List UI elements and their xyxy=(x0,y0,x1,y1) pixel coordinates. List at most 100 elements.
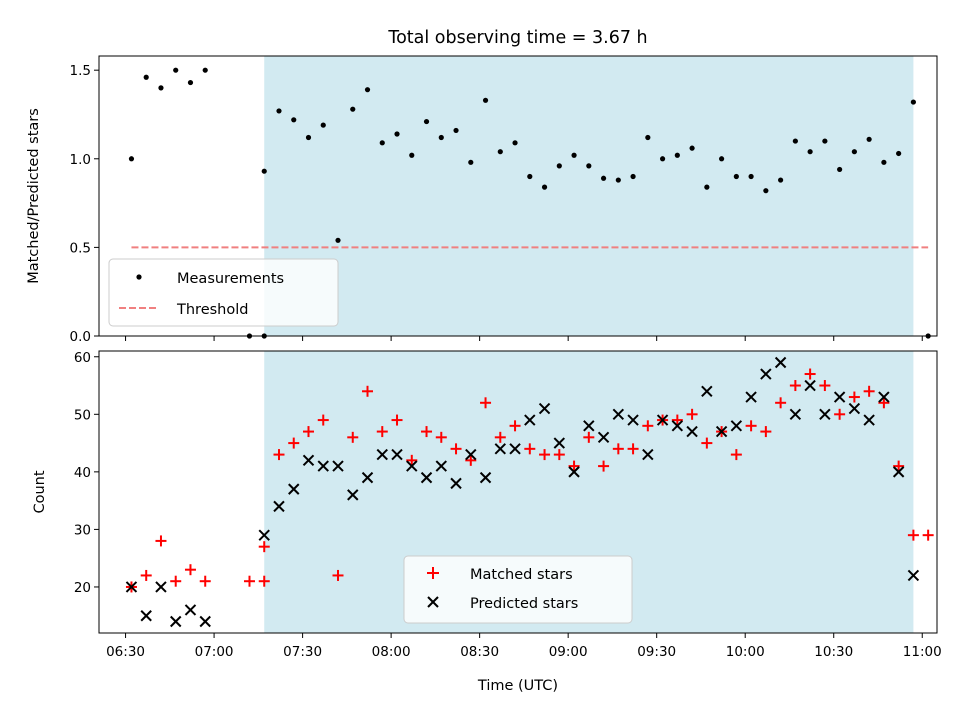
measurement-point xyxy=(792,138,798,144)
count-y-tick-label: 40 xyxy=(74,465,91,481)
matched-star-point xyxy=(332,569,344,581)
legend-threshold-label: Threshold xyxy=(176,302,248,318)
predicted-star-point xyxy=(627,414,639,426)
predicted-star-point xyxy=(332,460,344,472)
matched-star-point xyxy=(258,575,270,587)
predicted-star-point xyxy=(878,391,890,403)
matched-star-point xyxy=(347,431,359,443)
ratio-y-axis-label: Matched/Predicted stars xyxy=(26,108,42,284)
count-y-ticks: 20 30 40 50 60 xyxy=(74,350,99,596)
measurement-point xyxy=(556,163,562,169)
measurement-point xyxy=(394,131,400,137)
matched-star-point xyxy=(907,529,919,541)
ratio-legend-box xyxy=(108,258,339,327)
time-x-tick-label: 10:00 xyxy=(726,644,765,660)
predicted-star-point xyxy=(199,615,211,628)
count-panel: 20 30 40 50 60 06:30 07:00 07:30 08:00 08:30 09:0… xyxy=(32,350,942,694)
matched-star-point xyxy=(435,431,447,443)
predicted-star-point xyxy=(376,448,388,461)
predicted-star-point xyxy=(863,414,875,426)
ratio-x-ticks xyxy=(125,336,923,341)
matched-star-point xyxy=(834,408,846,420)
predicted-star-point xyxy=(258,529,270,541)
ratio-y-tick-label: 1.0 xyxy=(70,152,91,168)
measurement-point xyxy=(837,166,843,173)
predicted-star-point xyxy=(288,483,300,495)
predicted-star-point xyxy=(892,466,905,478)
predicted-star-point xyxy=(406,460,418,472)
measurement-point xyxy=(600,175,607,181)
measurement-point xyxy=(143,74,149,80)
time-x-tick-label: 06:30 xyxy=(106,644,145,660)
matched-star-point xyxy=(317,414,329,426)
ratio-legend: Measurements Threshold xyxy=(108,258,339,327)
matched-star-point xyxy=(627,443,639,455)
predicted-star-point xyxy=(170,615,182,628)
legend-predicted-label: Predicted stars xyxy=(470,596,578,612)
ratio-y-tick-label: 0.0 xyxy=(70,329,91,345)
matched-star-point xyxy=(701,437,713,449)
matched-star-point xyxy=(170,575,182,587)
measurement-point xyxy=(305,134,312,141)
predicted-star-point xyxy=(302,454,315,467)
predicted-star-point xyxy=(583,420,595,432)
predicted-star-point xyxy=(273,500,285,513)
matched-star-point xyxy=(509,420,521,432)
matched-star-point xyxy=(391,414,403,426)
observing-window-shade xyxy=(264,56,914,336)
predicted-star-point xyxy=(479,471,492,484)
predicted-star-point xyxy=(848,402,861,415)
predicted-star-point xyxy=(317,460,329,472)
matched-star-point xyxy=(480,397,492,409)
matched-star-point xyxy=(730,449,742,461)
matched-star-point xyxy=(878,397,890,409)
chart-title: Total observing time = 3.67 h xyxy=(387,28,647,48)
predicted-star-point xyxy=(656,414,669,426)
predicted-star-point xyxy=(642,448,654,461)
predicted-star-point xyxy=(155,581,167,593)
matched-star-point xyxy=(362,385,374,397)
matched-star-point xyxy=(760,426,772,438)
matched-star-point xyxy=(819,380,831,392)
matched-star-point xyxy=(155,535,167,547)
measurement-point xyxy=(527,173,533,180)
predicted-star-point xyxy=(494,443,507,455)
predicted-star-point xyxy=(538,402,551,415)
legend-matched-label: Matched stars xyxy=(470,567,573,583)
measurement-point xyxy=(468,159,474,165)
matched-star-point xyxy=(524,443,536,455)
measurement-point xyxy=(645,134,651,141)
time-x-tick-label: 09:30 xyxy=(637,644,676,660)
matched-star-point xyxy=(494,431,506,443)
predicted-star-point xyxy=(361,471,374,484)
measurement-point xyxy=(187,79,194,86)
legend-measurements-label: Measurements xyxy=(177,271,284,287)
predicted-star-point xyxy=(140,610,152,622)
time-x-tick-label: 07:30 xyxy=(283,644,322,660)
predicted-star-point xyxy=(745,391,757,403)
predicted-star-point xyxy=(686,425,698,438)
count-panel-frame xyxy=(98,350,938,634)
measurement-point xyxy=(350,106,356,112)
count-y-tick-label: 30 xyxy=(74,522,91,538)
matched-star-point xyxy=(539,449,551,461)
measurement-point xyxy=(202,67,208,73)
matched-star-point xyxy=(804,368,816,380)
time-x-tick-label: 11:00 xyxy=(903,644,942,660)
count-legend-box xyxy=(403,555,633,624)
ratio-panel: 0.0 0.5 1.0 1.5 Matched/Predicted stars Mea… xyxy=(26,55,938,345)
measurement-point xyxy=(571,152,577,158)
measurement-point xyxy=(423,118,430,125)
ratio-y-ticks: 0.0 0.5 1.0 1.5 xyxy=(70,63,99,345)
measurement-point xyxy=(541,184,548,190)
measurement-point xyxy=(659,156,666,162)
measurement-point xyxy=(807,149,813,155)
predicted-star-point xyxy=(509,443,521,455)
measurement-point xyxy=(438,134,444,141)
ratio-panel-frame xyxy=(98,55,938,337)
matched-star-point xyxy=(612,443,624,455)
measurement-point xyxy=(497,149,503,155)
measurement-point xyxy=(261,168,267,174)
matched-star-points xyxy=(125,368,934,593)
